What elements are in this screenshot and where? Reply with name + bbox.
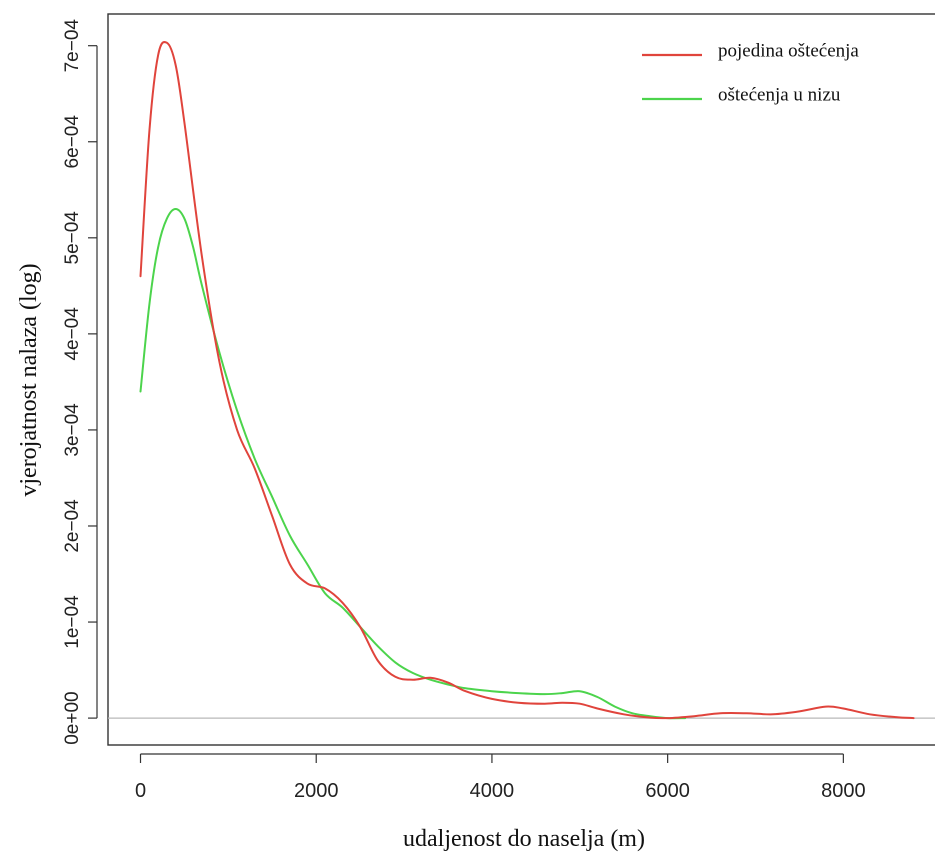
y-tick-label: 3e−04 [62, 403, 83, 457]
y-axis-title: vjerojatnost nalaza (log) [16, 263, 42, 496]
legend-label: pojedina oštećenja [718, 40, 859, 61]
x-tick-label: 8000 [821, 780, 866, 802]
x-tick-label: 0 [135, 780, 146, 802]
legend-label: oštećenja u nizu [718, 84, 841, 105]
y-tick-label: 4e−04 [62, 307, 83, 361]
y-tick-label: 1e−04 [62, 595, 83, 649]
y-tick-label: 5e−04 [62, 211, 83, 265]
series-line-1 [139, 208, 687, 720]
series-layer [139, 40, 915, 720]
x-tick-label: 6000 [645, 780, 690, 802]
series-line-0 [139, 40, 915, 720]
y-tick-label: 6e−04 [62, 115, 83, 169]
y-tick-label: 2e−04 [62, 499, 83, 553]
legend: pojedina oštećenja oštećenja u nizu [642, 40, 859, 105]
y-tick-label: 7e−04 [62, 19, 83, 73]
x-tick-label: 2000 [294, 780, 339, 802]
y-axis: 0e+00 1e−04 2e−04 3e−04 4e−04 5e−04 6e−04 7e−04 [62, 19, 98, 745]
y-tick-label: 0e+00 [62, 691, 83, 744]
x-axis-title: udaljenost do naselja (m) [403, 826, 645, 852]
x-tick-label: 4000 [470, 780, 515, 802]
plot-frame [107, 13, 935, 746]
x-axis: 0 2000 4000 6000 8000 [135, 753, 866, 802]
